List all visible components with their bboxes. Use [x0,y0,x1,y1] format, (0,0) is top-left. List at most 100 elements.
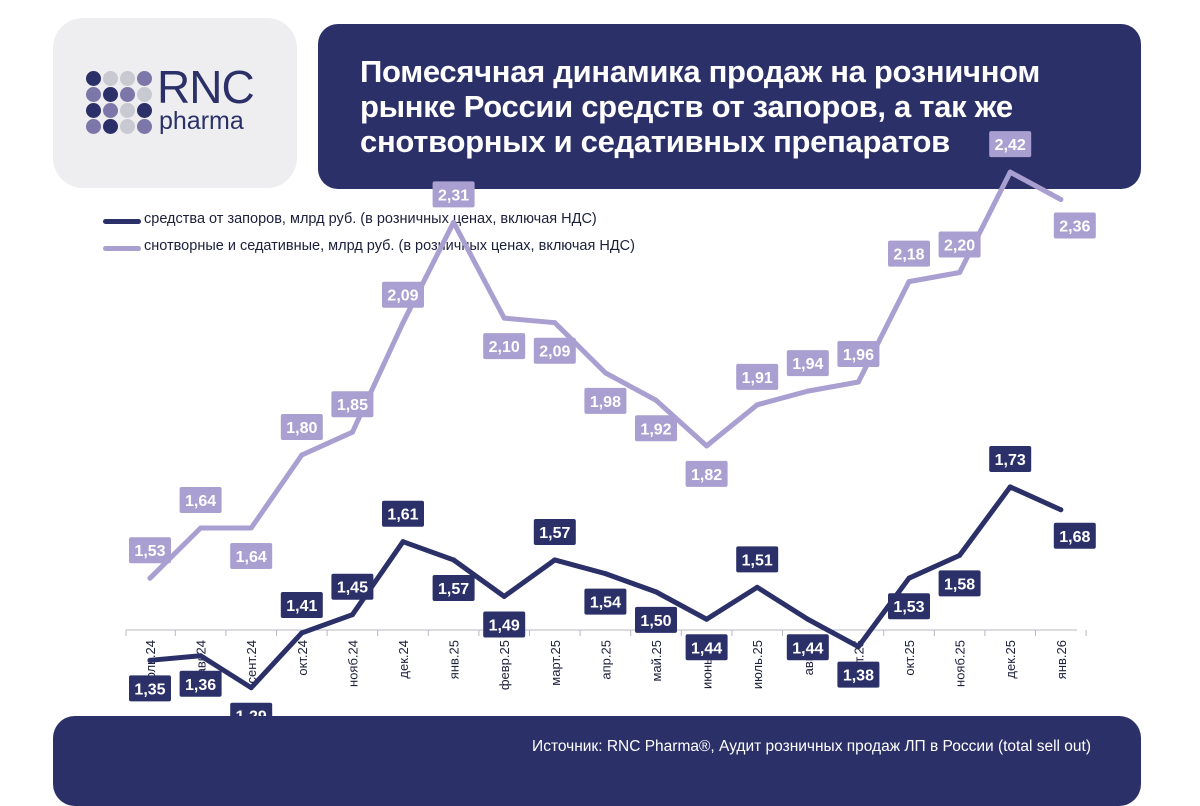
data-point [198,525,204,531]
data-point [147,575,153,581]
data-label-text: 2,10 [489,339,520,356]
data-label-box [938,570,981,597]
data-label-text: 1,51 [742,552,773,569]
data-point [805,616,811,622]
data-label: 1,38 [837,661,880,688]
x-tick-label: сент.24 [244,640,259,684]
data-label-box [331,573,374,600]
data-label-text: 1,53 [893,599,924,616]
logo-wordmark: RNC [157,61,255,113]
data-label: 1,44 [685,634,728,661]
data-point [602,370,608,376]
legend-swatch-sedatives [103,246,141,251]
data-label-text: 1,64 [236,549,267,566]
data-label-text: 1,68 [1059,529,1090,546]
data-label-text: 1,64 [185,493,216,510]
data-label-box [786,350,829,377]
data-label-text: 1,50 [640,613,671,630]
data-label-box [432,574,475,601]
data-label-box [230,543,273,569]
data-label: 1,36 [179,670,222,697]
data-label: 2,31 [432,181,475,208]
data-label-box [382,500,424,527]
data-label-text: 1,53 [134,543,165,560]
x-tick-label: нояб.24 [345,640,360,687]
data-label: 1,57 [432,574,475,601]
data-label-box [888,240,930,267]
series-0: 1,35 1,36 1,29 1,41 1,45 1,61 1,57 1,49 1,57 1,54… [129,445,1096,716]
data-label: 1,73 [989,445,1032,472]
data-label: 2,10 [483,333,526,360]
data-label-text: 1,54 [590,595,621,612]
x-tick-label: нояб.25 [953,640,968,687]
data-label-text: 1,98 [590,394,621,411]
data-label: 2,42 [989,131,1032,158]
data-label: 1,94 [786,350,829,377]
data-label-text: 1,96 [843,347,874,364]
data-point [653,589,659,595]
data-label-box [483,333,526,360]
data-label-text: 2,18 [893,247,924,264]
data-label-box [888,593,930,620]
data-point [805,388,811,394]
logo-card: RNC pharma [53,18,297,188]
data-point [501,593,507,599]
data-label-text: 2,09 [539,344,570,361]
data-label-text: 1,36 [185,677,216,694]
data-point [349,429,355,435]
data-label: 1,96 [837,341,880,367]
x-tick-label: дек.24 [396,640,411,679]
data-label-box [584,588,627,615]
data-label-text: 2,09 [387,288,418,305]
data-label: 1,82 [685,460,728,487]
data-label-text: 1,57 [438,581,469,598]
footer-banner: Источник: RNC Pharma®, Аудит розничных п… [53,716,1141,806]
data-label-text: 1,44 [691,640,722,657]
data-label-text: 1,94 [792,356,823,373]
data-label-box [938,231,981,258]
data-label-box [179,487,222,513]
data-point [653,397,659,403]
source-note: Источник: RNC Pharma®, Аудит розничных п… [532,738,1091,755]
data-label-text: 1,49 [489,617,520,634]
data-point [552,557,558,563]
data-label: 1,53 [888,593,930,620]
data-label: 1,54 [584,588,627,615]
data-point [906,279,912,285]
data-point [1058,197,1064,202]
data-label: 1,80 [280,414,323,440]
data-label-text: 1,80 [286,420,317,437]
x-tick-label: июль.25 [750,640,765,689]
data-label-box [635,606,677,633]
data-point [704,616,710,622]
data-label-box [989,131,1032,158]
data-label-box [483,611,526,638]
data-point [1007,169,1013,175]
legend-label-constipation: средства от запоров, млрд руб. (в рознич… [144,211,597,227]
data-label-box [280,414,323,440]
data-label: 1,29 [230,702,273,716]
data-label-box [584,387,627,414]
data-point [248,685,254,691]
data-label: 1,92 [635,415,677,442]
x-tick-label: янв.25 [447,640,462,679]
data-label: 1,98 [584,387,627,414]
data-point [957,270,963,275]
data-point [906,575,912,581]
data-label: 1,45 [331,573,374,600]
data-label-box [1053,522,1096,549]
data-point [349,612,355,618]
data-label: 2,09 [382,281,424,308]
data-label-text: 1,45 [337,580,368,597]
data-label-text: 1,61 [387,507,418,524]
data-label-text: 1,44 [792,640,823,657]
data-point [451,219,457,225]
data-label-box [786,634,829,661]
logo-dots-icon [86,71,152,134]
data-point [501,315,507,321]
data-label-text: 1,73 [995,452,1026,469]
title-banner: Помесячная динамика продаж на розничном … [318,24,1141,189]
data-point [754,584,760,590]
data-label-text: 1,57 [539,525,570,542]
data-label-box [533,518,576,545]
